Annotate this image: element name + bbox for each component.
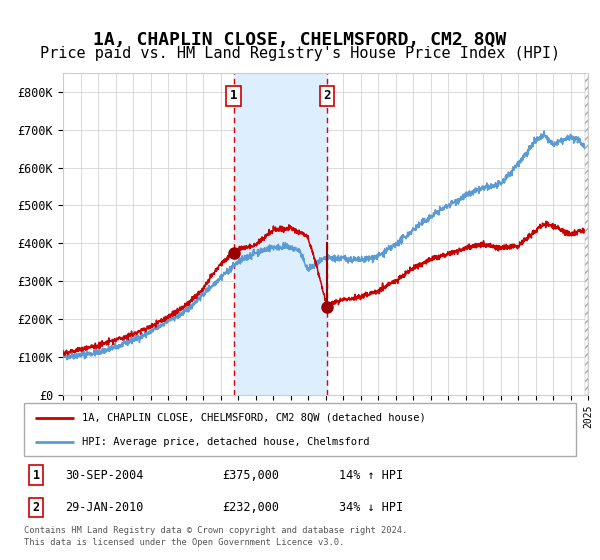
Text: 30-SEP-2004: 30-SEP-2004 [65,469,144,482]
Text: 2: 2 [32,501,40,514]
Text: £375,000: £375,000 [223,469,280,482]
Text: HPI: Average price, detached house, Chelmsford: HPI: Average price, detached house, Chel… [82,437,370,447]
Bar [233,73,327,395]
Text: 29-JAN-2010: 29-JAN-2010 [65,501,144,514]
Text: 1: 1 [32,469,40,482]
Text: 1A, CHAPLIN CLOSE, CHELMSFORD, CM2 8QW (detached house): 1A, CHAPLIN CLOSE, CHELMSFORD, CM2 8QW (… [82,413,426,423]
Text: £232,000: £232,000 [223,501,280,514]
Text: 1: 1 [230,89,238,102]
Text: 2: 2 [323,89,331,102]
FancyBboxPatch shape [24,403,576,456]
Text: Price paid vs. HM Land Registry's House Price Index (HPI): Price paid vs. HM Land Registry's House … [40,46,560,61]
Text: 1A, CHAPLIN CLOSE, CHELMSFORD, CM2 8QW: 1A, CHAPLIN CLOSE, CHELMSFORD, CM2 8QW [94,31,506,49]
Text: Contains HM Land Registry data © Crown copyright and database right 2024.: Contains HM Land Registry data © Crown c… [24,526,407,535]
Text: 34% ↓ HPI: 34% ↓ HPI [338,501,403,514]
Text: This data is licensed under the Open Government Licence v3.0.: This data is licensed under the Open Gov… [24,538,344,547]
Text: 14% ↑ HPI: 14% ↑ HPI [338,469,403,482]
